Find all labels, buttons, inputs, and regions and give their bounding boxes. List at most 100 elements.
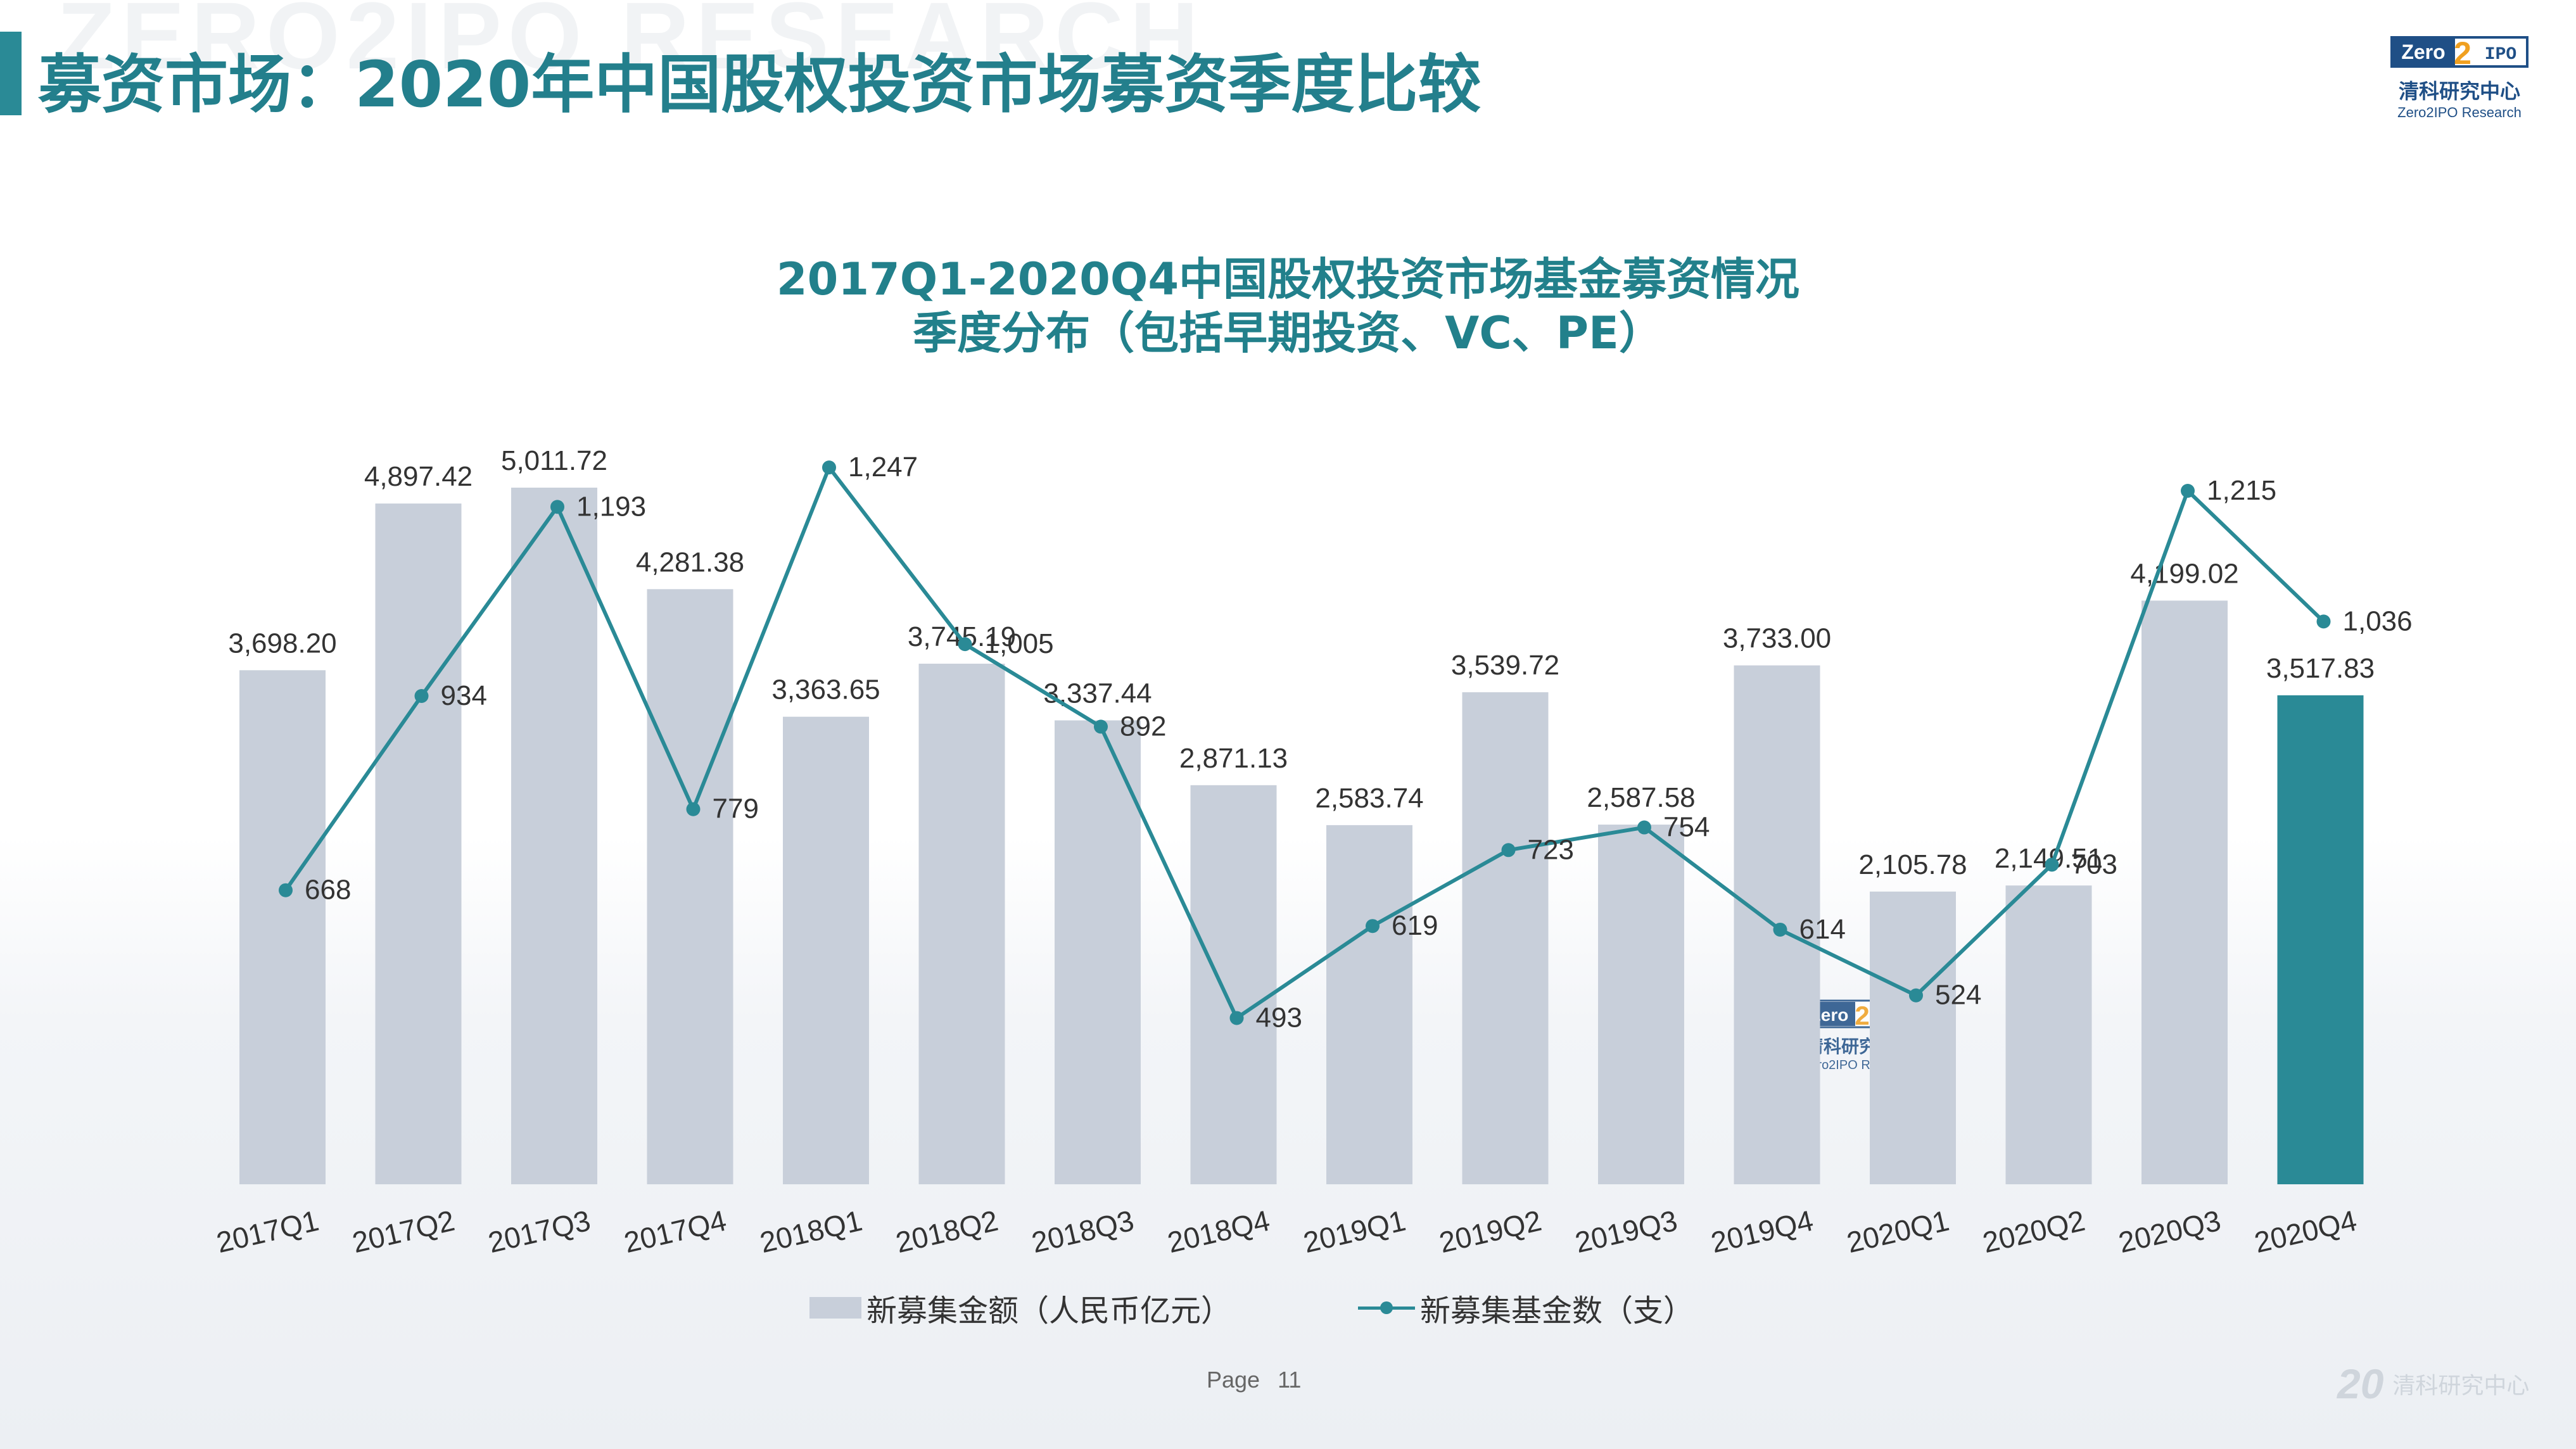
point-2018Q3 [1094, 719, 1108, 734]
bar-2017Q2 [375, 503, 462, 1185]
page-number: 11 [1278, 1367, 1302, 1393]
legend-label-amount: 新募集金额（人民币亿元） [866, 1293, 1232, 1329]
bar-label-2017Q4: 4,281.38 [636, 547, 744, 578]
point-2020Q4 [2316, 614, 2331, 629]
x-tick-2018Q3: 2018Q3 [1029, 1204, 1137, 1259]
logo-cn-name: 清科研究中心 [2399, 79, 2520, 103]
bar-2020Q2 [2005, 885, 2092, 1184]
page-footer: Page 11 [1207, 1367, 1301, 1393]
bar-2017Q4 [647, 589, 733, 1184]
logo-zero-text: Zero [2401, 41, 2445, 63]
bar-2018Q1 [783, 716, 869, 1184]
bar-2019Q2 [1462, 692, 1549, 1184]
bar-2020Q1 [1870, 891, 1956, 1184]
point-2018Q2 [958, 637, 972, 652]
footer-brand-name: 清科研究中心 [2392, 1373, 2530, 1399]
bar-2020Q4 [2277, 695, 2364, 1184]
x-tick-2017Q1: 2017Q1 [213, 1204, 322, 1259]
bar-2018Q3 [1055, 720, 1141, 1184]
bar-label-2018Q4: 2,871.13 [1179, 743, 1288, 774]
bar-label-2020Q3: 4,199.02 [2130, 558, 2238, 589]
x-tick-2018Q2: 2018Q2 [892, 1204, 1001, 1259]
point-2020Q2 [2045, 857, 2059, 872]
point-2017Q1 [279, 883, 293, 897]
legend-item-count: 新募集基金数（支） [1358, 1286, 1694, 1330]
point-2017Q2 [414, 688, 429, 703]
bar-label-2019Q2: 3,539.72 [1451, 650, 1559, 681]
x-tick-2020Q1: 2020Q1 [1844, 1204, 1952, 1259]
bar-label-2020Q4: 3,517.83 [2266, 653, 2375, 684]
x-tick-2020Q3: 2020Q3 [2116, 1204, 2224, 1259]
bar-2019Q3 [1598, 825, 1684, 1184]
bar-label-2017Q1: 3,698.20 [228, 628, 336, 659]
point-label-2020Q3: 1,215 [2207, 475, 2276, 506]
page-title: 募资市场：2020年中国股权投资市场募资季度比较 [38, 47, 1482, 122]
bar-label-2020Q1: 2,105.78 [1858, 849, 1967, 880]
legend-bar-swatch [809, 1297, 861, 1319]
x-tick-2018Q4: 2018Q4 [1164, 1204, 1272, 1259]
point-2019Q1 [1366, 919, 1380, 933]
point-2017Q3 [550, 500, 564, 514]
bar-label-2017Q2: 4,897.42 [364, 461, 473, 492]
point-label-2017Q2: 934 [441, 680, 487, 711]
chart-title-line1: 2017Q1-2020Q4中国股权投资市场基金募资情况 [776, 253, 1800, 305]
point-label-2018Q2: 1,005 [984, 628, 1054, 659]
point-label-2019Q1: 619 [1392, 910, 1438, 941]
x-tick-2017Q3: 2017Q3 [485, 1204, 593, 1259]
x-tick-2018Q1: 2018Q1 [757, 1204, 865, 1259]
legend-label-count: 新募集基金数（支） [1420, 1293, 1694, 1329]
x-tick-2020Q2: 2020Q2 [1979, 1204, 2088, 1259]
bar-label-2018Q3: 3,337.44 [1043, 678, 1152, 709]
point-label-2017Q3: 1,193 [576, 491, 646, 522]
footer-brand: 20 清科研究中心 [2337, 1360, 2530, 1407]
bar-2018Q4 [1190, 785, 1277, 1184]
x-tick-2020Q4: 2020Q4 [2251, 1204, 2359, 1259]
bar-label-2019Q4: 3,733.00 [1723, 623, 1831, 654]
zero2ipo-logo: Zero 2 IPO 清科研究中心 Zero2IPO Research [2390, 35, 2528, 120]
point-label-2018Q4: 493 [1256, 1002, 1302, 1033]
point-2019Q2 [1501, 843, 1516, 857]
watermark-logo-digit: 2 [1855, 1001, 1869, 1030]
point-2018Q4 [1229, 1011, 1244, 1025]
logo-en-name: Zero2IPO Research [2397, 104, 2522, 120]
point-2017Q4 [686, 802, 701, 816]
page-label: Page [1207, 1367, 1260, 1393]
point-2020Q3 [2181, 484, 2195, 498]
x-tick-2019Q2: 2019Q2 [1436, 1204, 1544, 1259]
bar-label-2018Q1: 3,363.65 [771, 674, 880, 706]
bar-2019Q1 [1326, 825, 1412, 1184]
logo-ipo-text: IPO [2485, 45, 2516, 65]
point-label-2018Q1: 1,247 [848, 452, 918, 483]
point-label-2018Q3: 892 [1120, 711, 1166, 742]
background-watermark: ZERO2IPO RESEARCH [57, 0, 1205, 89]
bar-2020Q3 [2141, 600, 2228, 1184]
logo-digit-text: 2 [2454, 35, 2471, 71]
bar-label-2017Q3: 5,011.72 [501, 445, 607, 476]
legend-line-swatch [1358, 1297, 1416, 1319]
bar-2018Q2 [918, 663, 1005, 1184]
point-2018Q1 [822, 460, 836, 475]
point-label-2019Q2: 723 [1528, 834, 1574, 865]
x-tick-2017Q2: 2017Q2 [349, 1204, 457, 1259]
point-2019Q4 [1773, 922, 1787, 937]
footer-anniversary-mark: 20 [2337, 1360, 2384, 1407]
point-label-2017Q4: 779 [713, 794, 759, 825]
point-label-2017Q1: 668 [305, 875, 351, 906]
point-label-2019Q4: 614 [1799, 914, 1846, 945]
point-label-2019Q3: 754 [1663, 812, 1710, 843]
x-tick-2019Q1: 2019Q1 [1300, 1204, 1409, 1259]
point-label-2020Q4: 1,036 [2343, 605, 2413, 636]
x-tick-2019Q4: 2019Q4 [1708, 1204, 1816, 1259]
point-label-2020Q1: 524 [1935, 980, 1981, 1011]
logo-box-left [2393, 39, 2455, 65]
point-label-2020Q2: 703 [2071, 849, 2117, 880]
count-series-line [284, 464, 2325, 1021]
chart-legend: 新募集金额（人民币亿元） 新募集基金数（支） [809, 1286, 1820, 1330]
point-2020Q1 [1909, 988, 1923, 1003]
title-accent-bar [0, 32, 22, 115]
bar-2017Q1 [239, 670, 326, 1184]
bar-label-2019Q3: 2,587.58 [1587, 782, 1695, 813]
bar-label-2019Q1: 2,583.74 [1315, 783, 1423, 814]
x-tick-2017Q4: 2017Q4 [621, 1204, 729, 1259]
